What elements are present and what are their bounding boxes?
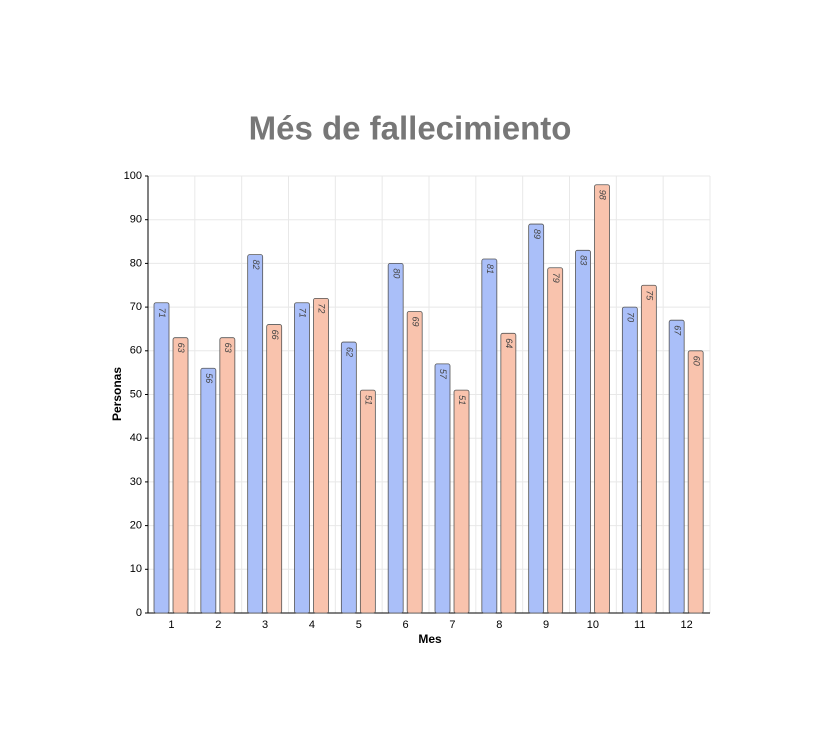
data-label: 98 bbox=[598, 190, 608, 200]
x-tick-label: 4 bbox=[309, 619, 315, 631]
data-label: 63 bbox=[176, 343, 186, 353]
bar bbox=[547, 267, 564, 614]
data-label: 63 bbox=[223, 343, 233, 353]
bar bbox=[172, 337, 189, 614]
y-tick-label: 40 bbox=[130, 432, 142, 444]
x-tick-label: 9 bbox=[543, 619, 549, 631]
data-label: 89 bbox=[532, 229, 542, 239]
bar bbox=[153, 302, 170, 614]
bar bbox=[481, 258, 498, 614]
data-label: 51 bbox=[363, 395, 373, 405]
data-label: 66 bbox=[270, 330, 280, 340]
y-tick-label: 100 bbox=[124, 170, 142, 182]
x-tick-label: 3 bbox=[262, 619, 268, 631]
bar bbox=[640, 284, 657, 614]
bar bbox=[621, 306, 638, 614]
data-label: 72 bbox=[317, 303, 327, 313]
bar bbox=[266, 324, 283, 614]
data-label: 71 bbox=[157, 308, 167, 318]
bar bbox=[575, 249, 591, 614]
chart-title: Més de fallecimiento bbox=[249, 110, 572, 147]
y-tick-label: 10 bbox=[130, 563, 142, 575]
bar bbox=[500, 332, 517, 614]
y-tick-label: 20 bbox=[130, 520, 142, 532]
y-tick-label: 80 bbox=[130, 257, 142, 269]
data-label: 83 bbox=[579, 255, 589, 265]
data-label: 69 bbox=[410, 316, 420, 326]
bar bbox=[528, 223, 545, 614]
bar bbox=[313, 297, 329, 614]
x-tick-label: 1 bbox=[168, 619, 174, 631]
bar bbox=[387, 262, 404, 614]
data-label: 57 bbox=[438, 369, 448, 380]
x-tick-label: 7 bbox=[449, 619, 455, 631]
y-tick-label: 90 bbox=[130, 214, 142, 226]
bar bbox=[200, 367, 217, 614]
bar bbox=[406, 311, 423, 614]
x-tick-label: 6 bbox=[403, 619, 409, 631]
bar bbox=[434, 363, 451, 614]
x-tick-label: 8 bbox=[496, 619, 502, 631]
bar bbox=[594, 184, 610, 614]
x-tick-label: 11 bbox=[634, 619, 645, 631]
x-tick-label: 12 bbox=[680, 619, 692, 631]
x-tick-label: 10 bbox=[587, 619, 599, 631]
x-tick-label: 5 bbox=[356, 619, 362, 631]
data-label: 62 bbox=[344, 347, 354, 357]
data-label: 70 bbox=[625, 312, 635, 322]
bar bbox=[687, 350, 704, 614]
bar bbox=[247, 254, 264, 614]
y-tick-label: 0 bbox=[136, 607, 142, 619]
y-axis-label: Personas bbox=[110, 367, 124, 421]
data-label: 51 bbox=[457, 395, 467, 405]
data-label: 64 bbox=[504, 338, 514, 348]
data-label: 67 bbox=[672, 325, 682, 336]
bar bbox=[668, 319, 685, 614]
y-tick-label: 50 bbox=[130, 388, 142, 400]
data-label: 82 bbox=[251, 260, 261, 270]
bar bbox=[359, 389, 376, 614]
y-tick-label: 60 bbox=[130, 345, 142, 357]
bar bbox=[219, 337, 236, 614]
data-label: 81 bbox=[485, 264, 495, 274]
x-tick-label: 2 bbox=[215, 619, 221, 631]
data-label: 60 bbox=[691, 356, 701, 366]
x-axis-label: Mes bbox=[418, 632, 442, 646]
data-label: 79 bbox=[551, 273, 561, 283]
data-label: 80 bbox=[391, 268, 401, 278]
bar bbox=[453, 389, 470, 614]
bar bbox=[340, 341, 357, 614]
y-tick-label: 30 bbox=[130, 476, 142, 488]
bar bbox=[294, 302, 310, 614]
data-label: 75 bbox=[644, 290, 654, 301]
data-label: 56 bbox=[204, 373, 214, 383]
y-tick-label: 70 bbox=[130, 301, 142, 313]
data-label: 71 bbox=[298, 308, 308, 318]
